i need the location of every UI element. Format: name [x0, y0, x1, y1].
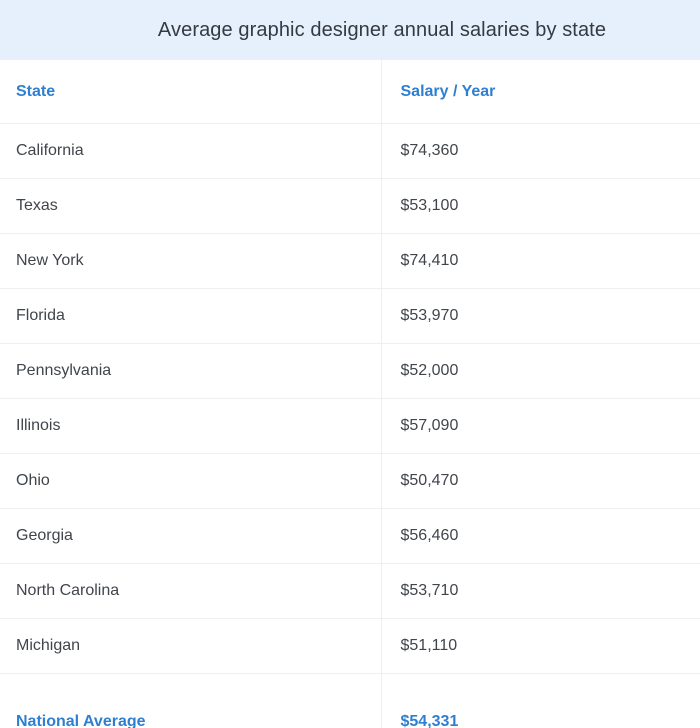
column-header-state: State	[0, 60, 382, 124]
table-row: Pennsylvania $52,000	[0, 343, 700, 399]
table-title: Average graphic designer annual salaries…	[0, 0, 700, 60]
national-average-row: National Average $54,331	[0, 673, 700, 728]
state-cell: North Carolina	[0, 563, 382, 619]
table-row: California $74,360	[0, 123, 700, 179]
table-row: Ohio $50,470	[0, 453, 700, 509]
state-cell: New York	[0, 233, 382, 289]
salary-cell: $52,000	[381, 343, 700, 399]
salary-cell: $50,470	[381, 453, 700, 509]
salary-cell: $53,710	[381, 563, 700, 619]
salary-cell: $74,360	[381, 123, 700, 179]
table-row: Michigan $51,110	[0, 618, 700, 674]
salary-cell: $56,460	[381, 508, 700, 564]
state-cell: California	[0, 123, 382, 179]
column-header-salary: Salary / Year	[381, 60, 700, 124]
state-cell: Pennsylvania	[0, 343, 382, 399]
national-average-salary: $54,331	[400, 713, 459, 728]
salary-table: State Salary / Year California $74,360 T…	[0, 60, 700, 728]
salary-cell: $53,100	[381, 178, 700, 234]
table-row: Georgia $56,460	[0, 508, 700, 564]
salary-cell: $51,110	[381, 618, 700, 674]
salary-cell: $53,970	[381, 288, 700, 344]
national-average-label: National Average	[0, 673, 382, 728]
table-row: Illinois $57,090	[0, 398, 700, 454]
state-cell: Illinois	[0, 398, 382, 454]
salary-cell: $57,090	[381, 398, 700, 454]
table-row: Florida $53,970	[0, 288, 700, 344]
state-cell: Texas	[0, 178, 382, 234]
state-cell: Michigan	[0, 618, 382, 674]
state-cell: Florida	[0, 288, 382, 344]
table-row: New York $74,410	[0, 233, 700, 289]
table-header-row: State Salary / Year	[0, 60, 700, 124]
table-row: Texas $53,100	[0, 178, 700, 234]
state-cell: Ohio	[0, 453, 382, 509]
state-cell: Georgia	[0, 508, 382, 564]
salary-cell: $74,410	[381, 233, 700, 289]
table-row: North Carolina $53,710	[0, 563, 700, 619]
